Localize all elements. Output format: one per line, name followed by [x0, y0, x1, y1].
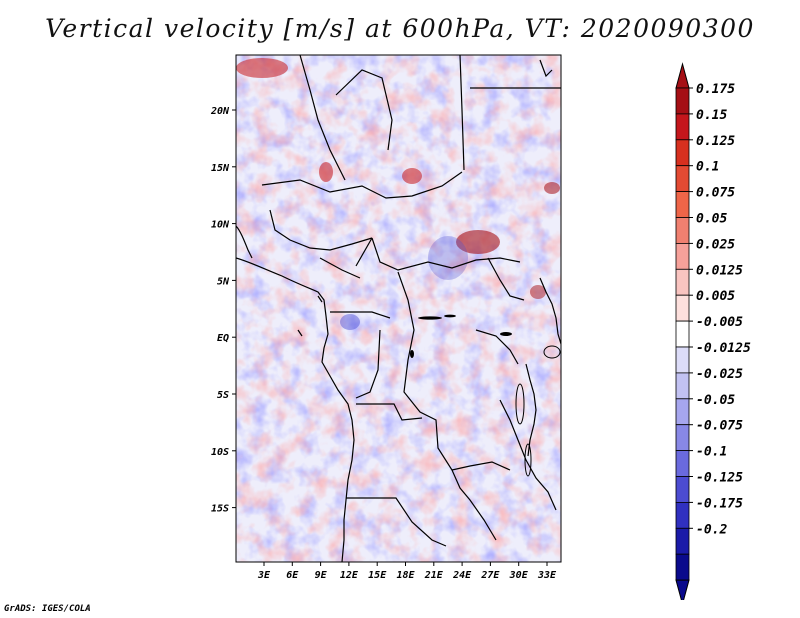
lat-tick-label: 5S [217, 390, 229, 401]
colorbar-label: -0.175 [696, 496, 743, 511]
colorbar-label: 0.0125 [696, 263, 743, 278]
map-title: Vertical velocity [m/s] at 600hPa, VT: 2… [45, 14, 755, 43]
colorbar-swatch [675, 476, 690, 503]
lat-tick-label: 15N [211, 163, 230, 174]
colorbar-swatch [675, 191, 690, 218]
lon-tick-label: 6E [286, 570, 299, 581]
colorbar-swatch [675, 501, 690, 529]
colorbar: 0.175 0.15 0.125 0.1 0.075 0.05 0.025 0.0125 0.0… [675, 62, 751, 600]
colorbar-label: 0.075 [696, 186, 735, 201]
colorbar-label: -0.2 [696, 522, 727, 537]
lon-tick-label: 12E [340, 570, 359, 581]
colorbar-label: 0.175 [696, 82, 735, 97]
colorbar-label: -0.025 [696, 367, 743, 382]
lon-tick-label: 27E [480, 570, 500, 581]
colorbar-swatch [675, 527, 690, 555]
grads-credit: GrADS: IGES/COLA [4, 604, 91, 614]
latitude-axis: 20N 15N 10N 5N EQ 5S 10S 15S [210, 106, 236, 515]
colorbar-label: -0.125 [696, 471, 743, 486]
lon-tick-label: 24E [452, 570, 472, 581]
colorbar-label: 0.1 [696, 160, 719, 175]
colorbar-swatch [675, 217, 690, 244]
lat-tick-label: 20N [210, 106, 230, 117]
colorbar-swatch [675, 450, 690, 477]
colorbar-swatch [675, 268, 690, 296]
colorbar-swatch [675, 346, 690, 374]
colorbar-label: -0.0125 [696, 341, 751, 356]
colorbar-label: 0.05 [696, 212, 727, 227]
colorbar-swatch [675, 113, 690, 141]
lon-tick-label: 30E [509, 570, 529, 581]
lat-tick-label: 5N [217, 276, 230, 287]
map-figure: 20N 15N 10N 5N EQ 5S 10S 15S 3E 6E 9E 12E 15E 18E 21E… [210, 54, 751, 600]
colorbar-swatch [675, 165, 690, 192]
lon-tick-label: 33E [537, 570, 557, 581]
colorbar-swatch [675, 294, 690, 322]
lat-tick-label: 10S [211, 447, 229, 458]
colorbar-label: 0.025 [696, 237, 735, 252]
colorbar-label: 0.15 [696, 108, 727, 123]
lat-tick-label: EQ [217, 333, 229, 344]
colorbar-label: -0.05 [696, 393, 735, 408]
velocity-field [236, 55, 561, 562]
colorbar-swatch [675, 372, 690, 400]
colorbar-label: -0.1 [696, 445, 727, 460]
colorbar-swatch [675, 553, 690, 581]
colorbar-label: -0.005 [696, 315, 743, 330]
lat-tick-label: 15S [211, 504, 229, 515]
colorbar-bottom-arrow [675, 579, 690, 600]
colorbar-swatch [675, 424, 690, 452]
lat-tick-label: 10N [211, 220, 230, 231]
lon-tick-label: 15E [368, 570, 387, 581]
colorbar-swatch [675, 87, 690, 115]
colorbar-swatch [675, 242, 690, 270]
colorbar-swatch [675, 320, 690, 348]
colorbar-swatch [675, 398, 690, 426]
map-frame [235, 54, 562, 563]
colorbar-top-arrow [675, 62, 690, 89]
longitude-axis: 3E 6E 9E 12E 15E 18E 21E 24E 27E 30E 33E [257, 562, 557, 581]
colorbar-swatch [675, 139, 690, 167]
lon-tick-label: 3E [257, 570, 271, 581]
lon-tick-label: 18E [396, 570, 415, 581]
colorbar-label: 0.125 [696, 134, 735, 149]
colorbar-label: -0.075 [696, 419, 743, 434]
lon-tick-label: 9E [315, 570, 328, 581]
colorbar-label: 0.005 [696, 289, 735, 304]
lon-tick-label: 21E [424, 570, 444, 581]
